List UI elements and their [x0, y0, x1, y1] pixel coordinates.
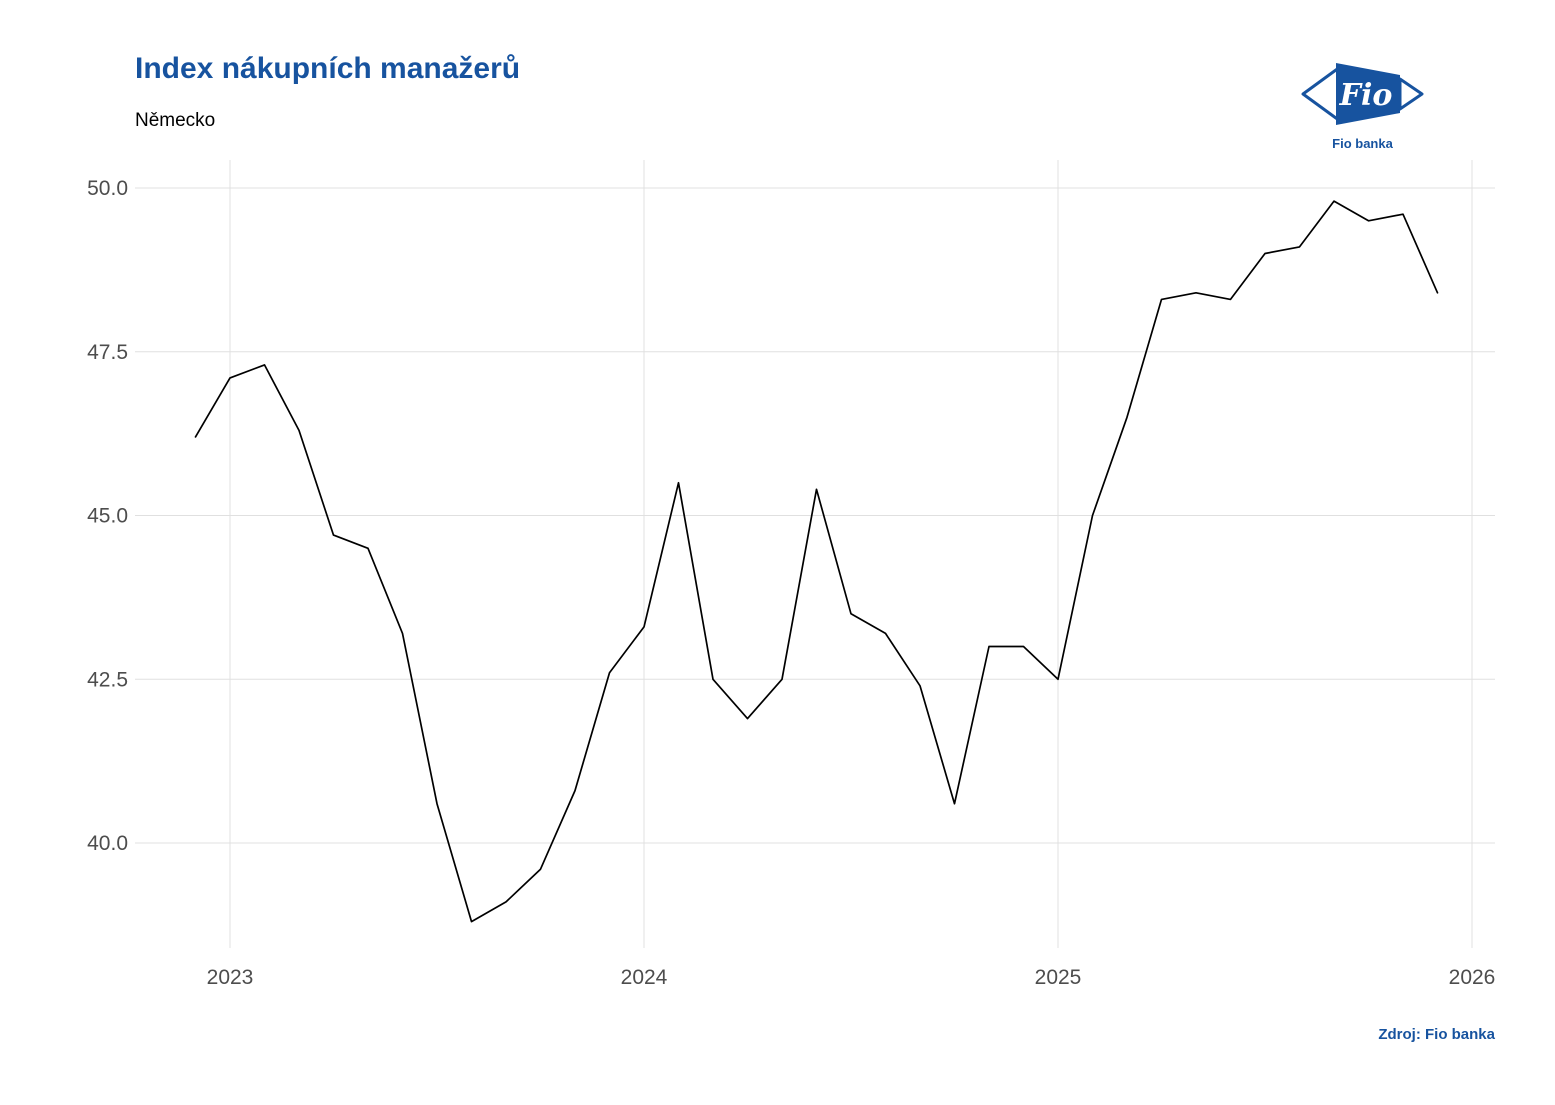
fio-logo-text: Fio [1339, 78, 1393, 113]
x-axis-tick-label: 2023 [207, 966, 254, 989]
y-axis-tick-label: 45.0 [87, 505, 128, 528]
logo-right-arrow [1398, 77, 1424, 111]
y-axis-tick-label: 50.0 [87, 177, 128, 200]
fio-logo: Fio Fio banka [1300, 55, 1425, 151]
logo-banner [1336, 63, 1400, 125]
fio-logo-icon: Fio [1301, 63, 1424, 125]
source-credit: Zdroj: Fio banka [1378, 1026, 1495, 1043]
y-axis-tick-label: 42.5 [87, 668, 128, 691]
x-axis-tick-label: 2026 [1449, 966, 1496, 989]
x-axis-tick-label: 2025 [1035, 966, 1082, 989]
fio-logo-caption: Fio banka [1332, 136, 1393, 151]
page-subtitle: Německo [135, 110, 216, 131]
y-axis-tick-label: 40.0 [87, 832, 128, 855]
x-axis-tick-label: 2024 [621, 966, 668, 989]
y-axis-tick-label: 47.5 [87, 341, 128, 364]
pmi-series-line [194, 200, 1439, 923]
page-title: Index nákupních manažerů [135, 52, 521, 85]
